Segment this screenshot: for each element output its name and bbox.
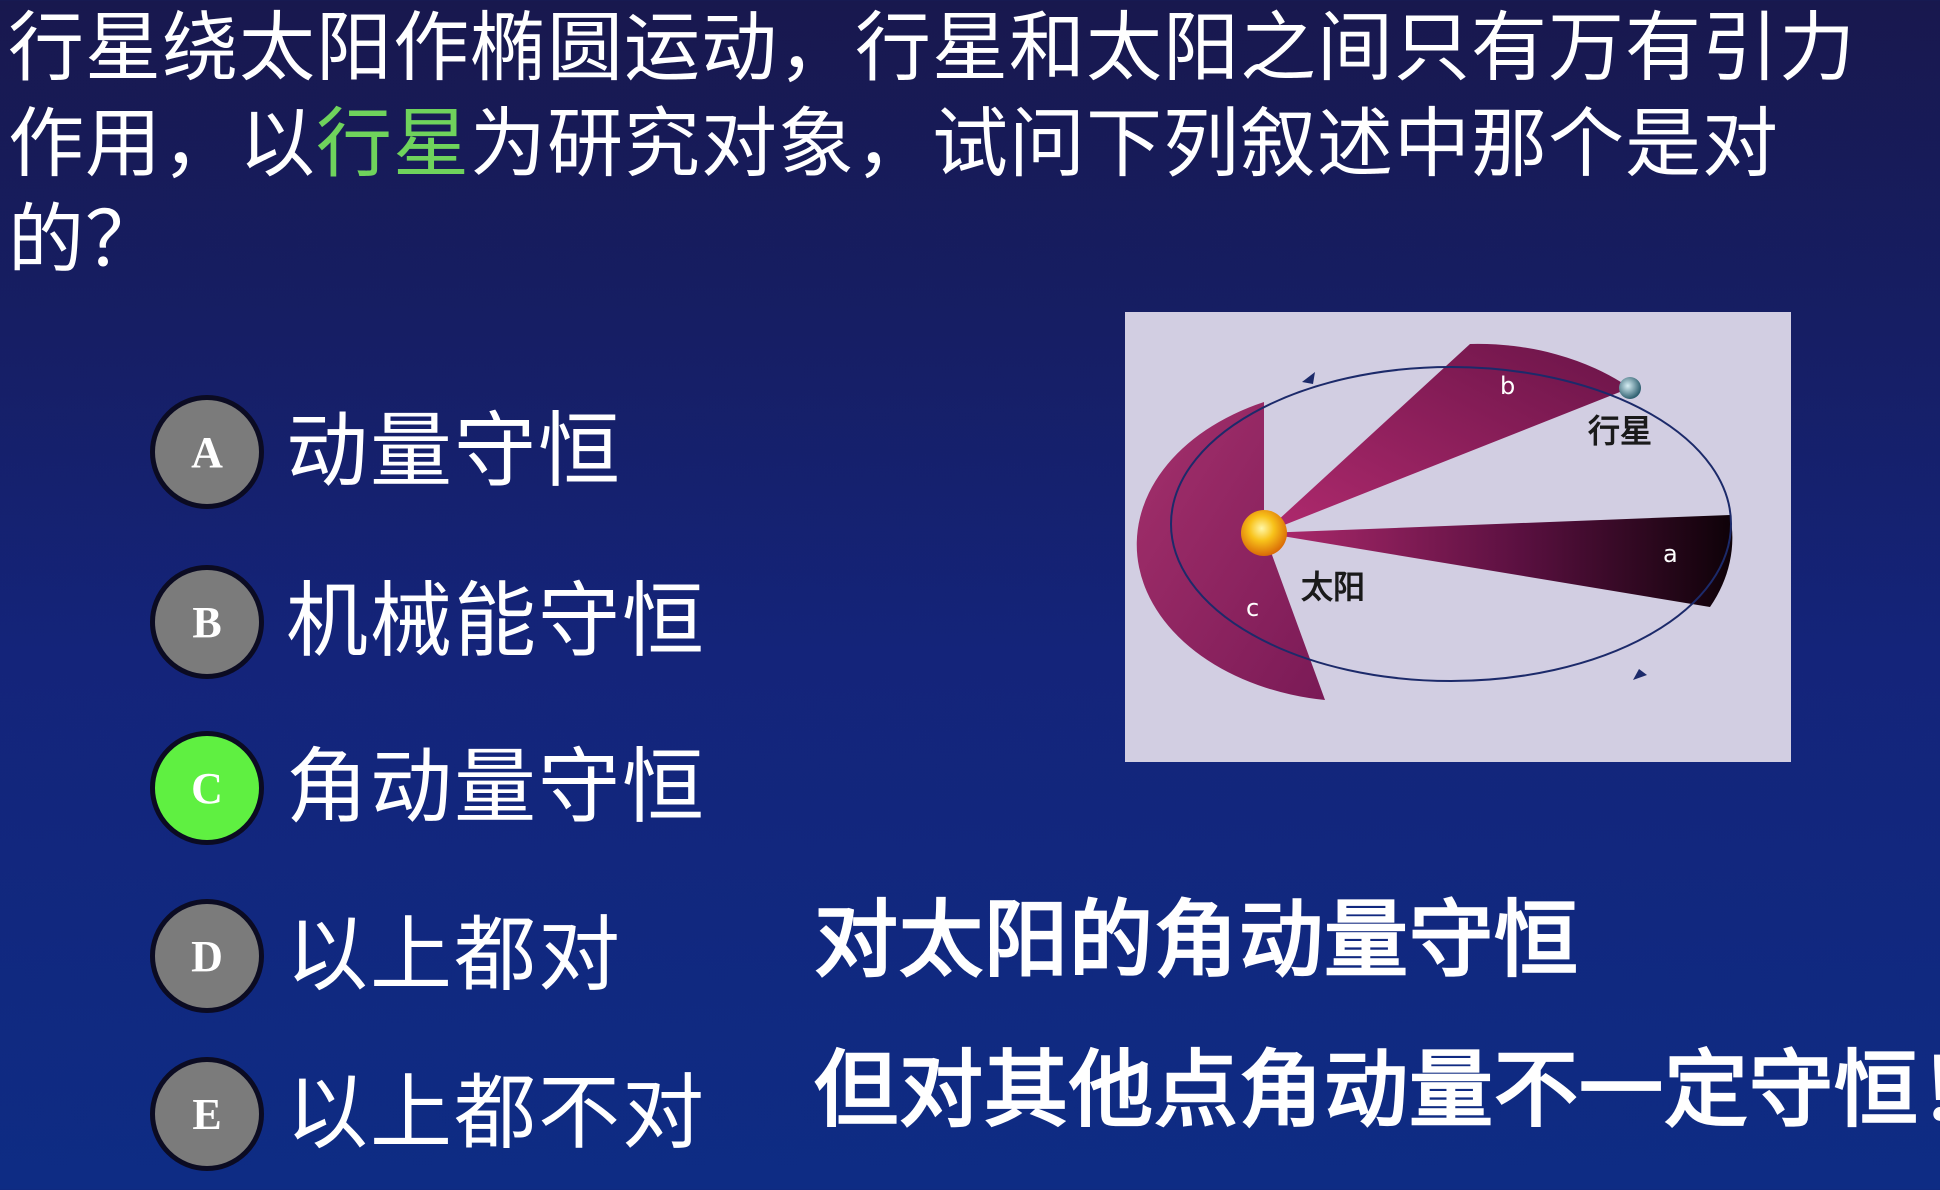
option-e-label: 以上都不对: [286, 1066, 707, 1161]
orbit-diagram: b a c 行星 太阳: [1125, 312, 1791, 762]
option-e-badge: E: [150, 1057, 264, 1171]
option-a-label: 动量守恒: [286, 404, 623, 499]
question-text: 行星绕太阳作椭圆运动，行星和太阳之间只有万有引力作用，以行星为研究对象，试问下列…: [8, 0, 1908, 288]
option-d[interactable]: D 以上都对: [150, 896, 622, 1016]
sector-label-a: a: [1663, 540, 1678, 568]
sun-label: 太阳: [1301, 568, 1365, 606]
question-highlight: 行星: [316, 99, 470, 188]
option-e[interactable]: E 以上都不对: [150, 1054, 706, 1174]
sector-label-c: c: [1246, 594, 1259, 622]
sector-b: [1264, 343, 1630, 533]
orbit-arrow-top: [1302, 372, 1315, 384]
option-d-label: 以上都对: [286, 908, 623, 1003]
sector-a: [1264, 515, 1733, 607]
option-c-label: 角动量守恒: [286, 740, 707, 835]
orbit-svg: b a c 行星 太阳: [1136, 343, 1733, 700]
answer-line-1: 对太阳的角动量守恒: [814, 891, 1580, 989]
planet-icon: [1619, 377, 1641, 399]
option-c[interactable]: C 角动量守恒: [150, 728, 706, 848]
option-d-badge: D: [150, 899, 264, 1013]
sector-label-b: b: [1500, 372, 1515, 400]
answer-line-2: 但对其他点角动量不一定守恒！: [814, 1041, 1940, 1139]
option-b[interactable]: B 机械能守恒: [150, 562, 706, 682]
question-part2: 为研究对象，试问下列叙述中那个是对的？: [8, 99, 1779, 284]
orbit-ellipse: [1170, 366, 1732, 682]
question-part1: 行星绕太阳作椭圆运动，行星和太阳之间只有万有引力作用，以: [8, 3, 1856, 188]
option-a-badge: A: [150, 395, 264, 509]
option-b-badge: B: [150, 565, 264, 679]
planet-label: 行星: [1588, 412, 1652, 450]
option-c-badge: C: [150, 731, 264, 845]
option-b-label: 机械能守恒: [286, 574, 707, 669]
option-a[interactable]: A 动量守恒: [150, 392, 622, 512]
orbit-arrow-bottom: [1633, 669, 1647, 680]
sun-icon: [1241, 510, 1287, 556]
